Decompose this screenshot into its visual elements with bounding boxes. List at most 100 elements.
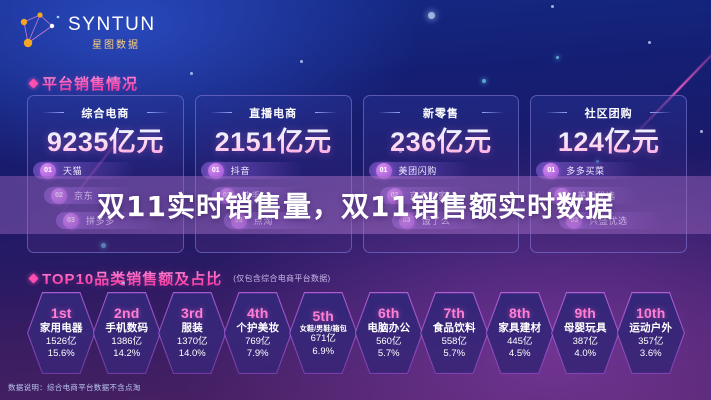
star-dot: [300, 60, 303, 63]
hexagon-amount-value: 445亿: [507, 335, 533, 347]
hexagon-amount-value: 1386亿: [111, 335, 143, 347]
platform-card-value: 236亿元: [364, 120, 519, 159]
top10-subtitle: (仅包含综合电商平台数据): [233, 274, 331, 283]
hexagon-amount-value: 769亿: [245, 335, 271, 347]
rank-platform-name: 美团闪购: [398, 166, 437, 176]
top10-title: TOP10品类销售额及占比: [42, 268, 222, 289]
top10-hexagon-item[interactable]: 6th 电脑办公 560亿 5.7%: [354, 292, 423, 374]
brand-name: SYNTUN: [68, 14, 156, 35]
overlay-title: 双11实时销售量，双11销售额实时数据: [97, 190, 614, 223]
hexagon-category-label: 运动户外: [629, 322, 673, 335]
overlay-title-band: 双11实时销售量，双11销售额实时数据: [0, 176, 711, 234]
hexagon-content: 4th 个护美妆 769亿 7.9%: [224, 305, 293, 360]
hexagon-amount-value: 558亿: [441, 335, 467, 347]
platform-card-value: 124亿元: [531, 120, 686, 159]
hexagon-share-percent: 4.0%: [574, 348, 597, 360]
hexagon-shape: [420, 292, 489, 374]
hexagon-category-label: 手机数码: [105, 322, 149, 335]
top10-hexagon-item[interactable]: 10th 运动户外 357亿 3.6%: [616, 292, 686, 374]
hexagon-content: 9th 母婴玩具 387亿 4.0%: [551, 305, 620, 360]
hexagon-share-percent: 5.7%: [443, 348, 466, 360]
hexagon-shape: [158, 292, 227, 374]
platform-card-title: 综合电商: [28, 105, 183, 121]
platform-card-title: 直播电商: [196, 105, 351, 121]
hexagon-rank-label: 9th: [574, 305, 597, 322]
hexagon-content: 2nd 手机数码 1386亿 14.2%: [93, 305, 162, 360]
hexagon-content: 10th 运动户外 357亿 3.6%: [617, 305, 686, 360]
hexagon-share-percent: 6.9%: [312, 346, 335, 358]
star-dot: [428, 12, 435, 19]
hexagon-amount-value: 357亿: [638, 335, 664, 347]
rank-number-badge: 01: [375, 162, 392, 179]
platform-rank-item[interactable]: 01 美团闪购: [368, 162, 471, 179]
hexagon-amount-value: 671亿: [310, 333, 336, 345]
star-dot: [190, 72, 193, 75]
hexagon-share-percent: 5.7%: [377, 348, 400, 360]
hexagon-category-label: 母婴玩具: [563, 322, 607, 335]
hexagon-share-percent: 15.6%: [47, 348, 75, 360]
hexagon-shape: [485, 292, 554, 374]
top10-hexagon-item[interactable]: 2nd 手机数码 1386亿 14.2%: [92, 292, 162, 374]
hexagon-rank-label: 7th: [443, 305, 466, 322]
hexagon-shape: [354, 292, 423, 374]
hexagon-content: 1st 家用电器 1526亿 15.6%: [27, 305, 96, 360]
hexagon-rank-label: 10th: [635, 305, 666, 322]
star-dot: [399, 150, 402, 153]
platform-rank-item[interactable]: 01 天猫: [33, 162, 136, 179]
hexagon-rank-label: 8th: [508, 305, 531, 322]
top10-hexagon-item[interactable]: 4th 个护美妆 769亿 7.9%: [223, 292, 293, 374]
top10-hexagon-item[interactable]: 5th 女鞋/男鞋/箱包 671亿 6.9%: [289, 292, 358, 374]
hexagon-rank-label: 5th: [312, 307, 335, 324]
top10-hexagon-item[interactable]: 1st 家用电器 1526亿 15.6%: [27, 292, 96, 374]
hexagon-rank-label: 3rd: [181, 305, 204, 322]
top10-hexagon-row: 1st 家用电器 1526亿 15.6% 2nd 手机数码 1386亿 14.2% 3rd 服装 1…: [27, 292, 689, 374]
hexagon-category-label: 个护美妆: [236, 322, 280, 335]
hexagon-rank-label: 6th: [377, 305, 400, 322]
rank-platform-name: 多多买菜: [566, 166, 605, 176]
hexagon-shape: [92, 292, 161, 374]
brand-logo: SYNTUN 星图数据: [14, 8, 194, 56]
top10-hexagon-item[interactable]: 8th 家具建材 445亿 4.5%: [485, 292, 555, 374]
hexagon-shape: [27, 292, 96, 374]
platform-rank-item[interactable]: 01 多多买菜: [536, 162, 639, 179]
star-dot: [121, 281, 125, 285]
rank-platform-name: 抖音: [230, 166, 250, 176]
platform-card-title: 新零售: [364, 105, 519, 121]
hexagon-amount-value: 1370亿: [176, 335, 208, 347]
hexagon-category-label: 家用电器: [39, 322, 83, 335]
hexagon-category-label: 家具建材: [498, 322, 542, 335]
star-dot: [551, 5, 554, 8]
star-dot: [596, 160, 599, 163]
hexagon-rank-label: 4th: [246, 305, 269, 322]
hexagon-category-label: 食品饮料: [432, 322, 476, 335]
hexagon-shape: [223, 292, 292, 374]
platform-rank-item[interactable]: 01 抖音: [200, 162, 303, 179]
constellation-icon: [20, 12, 60, 48]
top10-hexagon-item[interactable]: 7th 食品饮料 558亿 5.7%: [420, 292, 489, 374]
rank-platform-name: 天猫: [63, 166, 83, 176]
hexagon-content: 7th 食品饮料 558亿 5.7%: [420, 305, 489, 360]
diamond-bullet-icon: [28, 78, 39, 89]
hexagon-amount-value: 1526亿: [45, 335, 77, 347]
hexagon-share-percent: 3.6%: [639, 348, 662, 360]
hexagon-share-percent: 14.0%: [178, 348, 206, 360]
platform-sales-title: 平台销售情况: [42, 73, 138, 94]
platform-card-title: 社区团购: [531, 105, 686, 121]
hexagon-content: 8th 家具建材 445亿 4.5%: [486, 305, 555, 360]
hexagon-share-percent: 14.2%: [113, 348, 141, 360]
platform-card-value: 9235亿元: [28, 120, 183, 159]
hexagon-shape: [289, 292, 358, 374]
hexagon-category-label: 电脑办公: [367, 322, 411, 335]
top10-hexagon-item[interactable]: 9th 母婴玩具 387亿 4.0%: [551, 292, 620, 374]
brand-name-cn: 星图数据: [92, 40, 140, 51]
star-dot: [101, 243, 106, 248]
hexagon-content: 5th 女鞋/男鞋/箱包 671亿 6.9%: [289, 308, 358, 359]
top10-heading: TOP10品类销售额及占比 (仅包含综合电商平台数据): [28, 268, 331, 289]
top10-hexagon-item[interactable]: 3rd 服装 1370亿 14.0%: [158, 292, 227, 374]
rank-number-badge: 01: [40, 162, 56, 179]
hexagon-content: 3rd 服装 1370亿 14.0%: [158, 305, 227, 360]
hexagon-shape: [616, 292, 685, 374]
platform-sales-heading: 平台销售情况: [28, 73, 138, 94]
star-dot: [556, 56, 559, 59]
hexagon-rank-label: 1st: [50, 305, 72, 322]
